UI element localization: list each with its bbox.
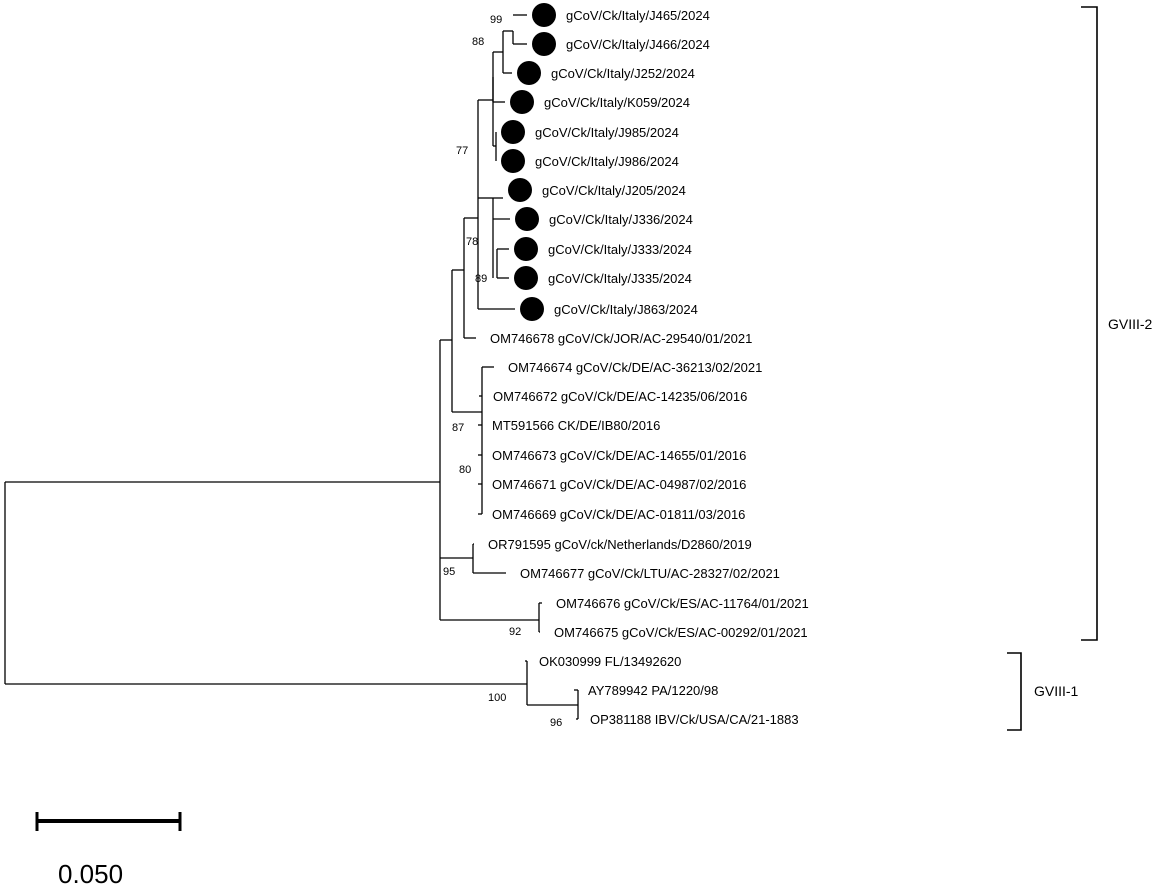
tip-marker-circle [501,149,525,173]
tip-marker-circle [532,32,556,56]
clade-label-gviii-1: GVIII-1 [1034,683,1079,699]
tip-label: OP381188 IBV/Ck/USA/CA/21-1883 [590,712,799,727]
tip-label: gCoV/Ck/Italy/K059/2024 [544,95,690,110]
tip-marker-circle [508,178,532,202]
tree-branches [4,14,579,720]
tip-label: AY789942 PA/1220/98 [588,683,718,698]
tip-label: OM746676 gCoV/Ck/ES/AC-11764/01/2021 [556,596,809,611]
tip-label: OM746673 gCoV/Ck/DE/AC-14655/01/2016 [492,448,746,463]
bootstrap-value: 80 [459,464,471,476]
tip-label: gCoV/Ck/Italy/J335/2024 [548,271,692,286]
tip-marker-circle [514,266,538,290]
clade-bracket-gviii-2: GVIII-2 [1081,6,1153,641]
tip-label: MT591566 CK/DE/IB80/2016 [492,418,660,433]
tip-marker-circle [515,207,539,231]
tip-label: gCoV/Ck/Italy/J466/2024 [566,37,710,52]
tip-label: OM746674 gCoV/Ck/DE/AC-36213/02/2021 [508,360,762,375]
tip-marker-circle [520,297,544,321]
bootstrap-value: 89 [475,273,487,285]
bootstrap-value: 87 [452,422,464,434]
bootstrap-value: 100 [488,692,506,704]
scale-bar-label: 0.050 [58,859,123,889]
tip-label: gCoV/Ck/Italy/J333/2024 [548,242,692,257]
bootstrap-value: 78 [466,236,478,248]
bootstrap-value: 99 [490,14,502,26]
tip-marker-circle [514,237,538,261]
tip-label: OM746669 gCoV/Ck/DE/AC-01811/03/2016 [492,507,745,522]
tip-labels: gCoV/Ck/Italy/J465/2024 gCoV/Ck/Italy/J46… [488,8,809,727]
tip-label: OM746675 gCoV/Ck/ES/AC-00292/01/2021 [554,625,808,640]
tip-label: gCoV/Ck/Italy/J986/2024 [535,154,679,169]
bootstrap-value: 88 [472,36,484,48]
tip-label: OM746678 gCoV/Ck/JOR/AC-29540/01/2021 [490,331,752,346]
tip-marker-circle [532,3,556,27]
tip-label: gCoV/Ck/Italy/J863/2024 [554,302,698,317]
tip-marker-circle [517,61,541,85]
tip-marker-circle [501,120,525,144]
tip-label: OM746672 gCoV/Ck/DE/AC-14235/06/2016 [493,389,747,404]
tip-label: OM746677 gCoV/Ck/LTU/AC-28327/02/2021 [520,566,780,581]
bootstrap-value: 96 [550,717,562,729]
clade-bracket-gviii-1: GVIII-1 [1007,652,1079,731]
bootstrap-value: 92 [509,626,521,638]
tip-label: OR791595 gCoV/ck/Netherlands/D2860/2019 [488,537,752,552]
tip-label: gCoV/Ck/Italy/J985/2024 [535,125,679,140]
bootstrap-value: 95 [443,566,455,578]
tip-label: OK030999 FL/13492620 [539,654,681,669]
tip-label: gCoV/Ck/Italy/J465/2024 [566,8,710,23]
tip-markers [501,3,556,321]
bootstrap-value: 77 [456,145,468,157]
tip-label: gCoV/Ck/Italy/J252/2024 [551,66,695,81]
tip-label: gCoV/Ck/Italy/J205/2024 [542,183,686,198]
clade-label-gviii-2: GVIII-2 [1108,316,1153,332]
bootstrap-labels: 99 88 77 78 89 87 80 95 92 100 96 [443,14,562,729]
scale-bar: 0.050 [35,812,182,889]
tip-marker-circle [510,90,534,114]
tip-label: gCoV/Ck/Italy/J336/2024 [549,212,693,227]
tip-label: OM746671 gCoV/Ck/DE/AC-04987/02/2016 [492,477,746,492]
